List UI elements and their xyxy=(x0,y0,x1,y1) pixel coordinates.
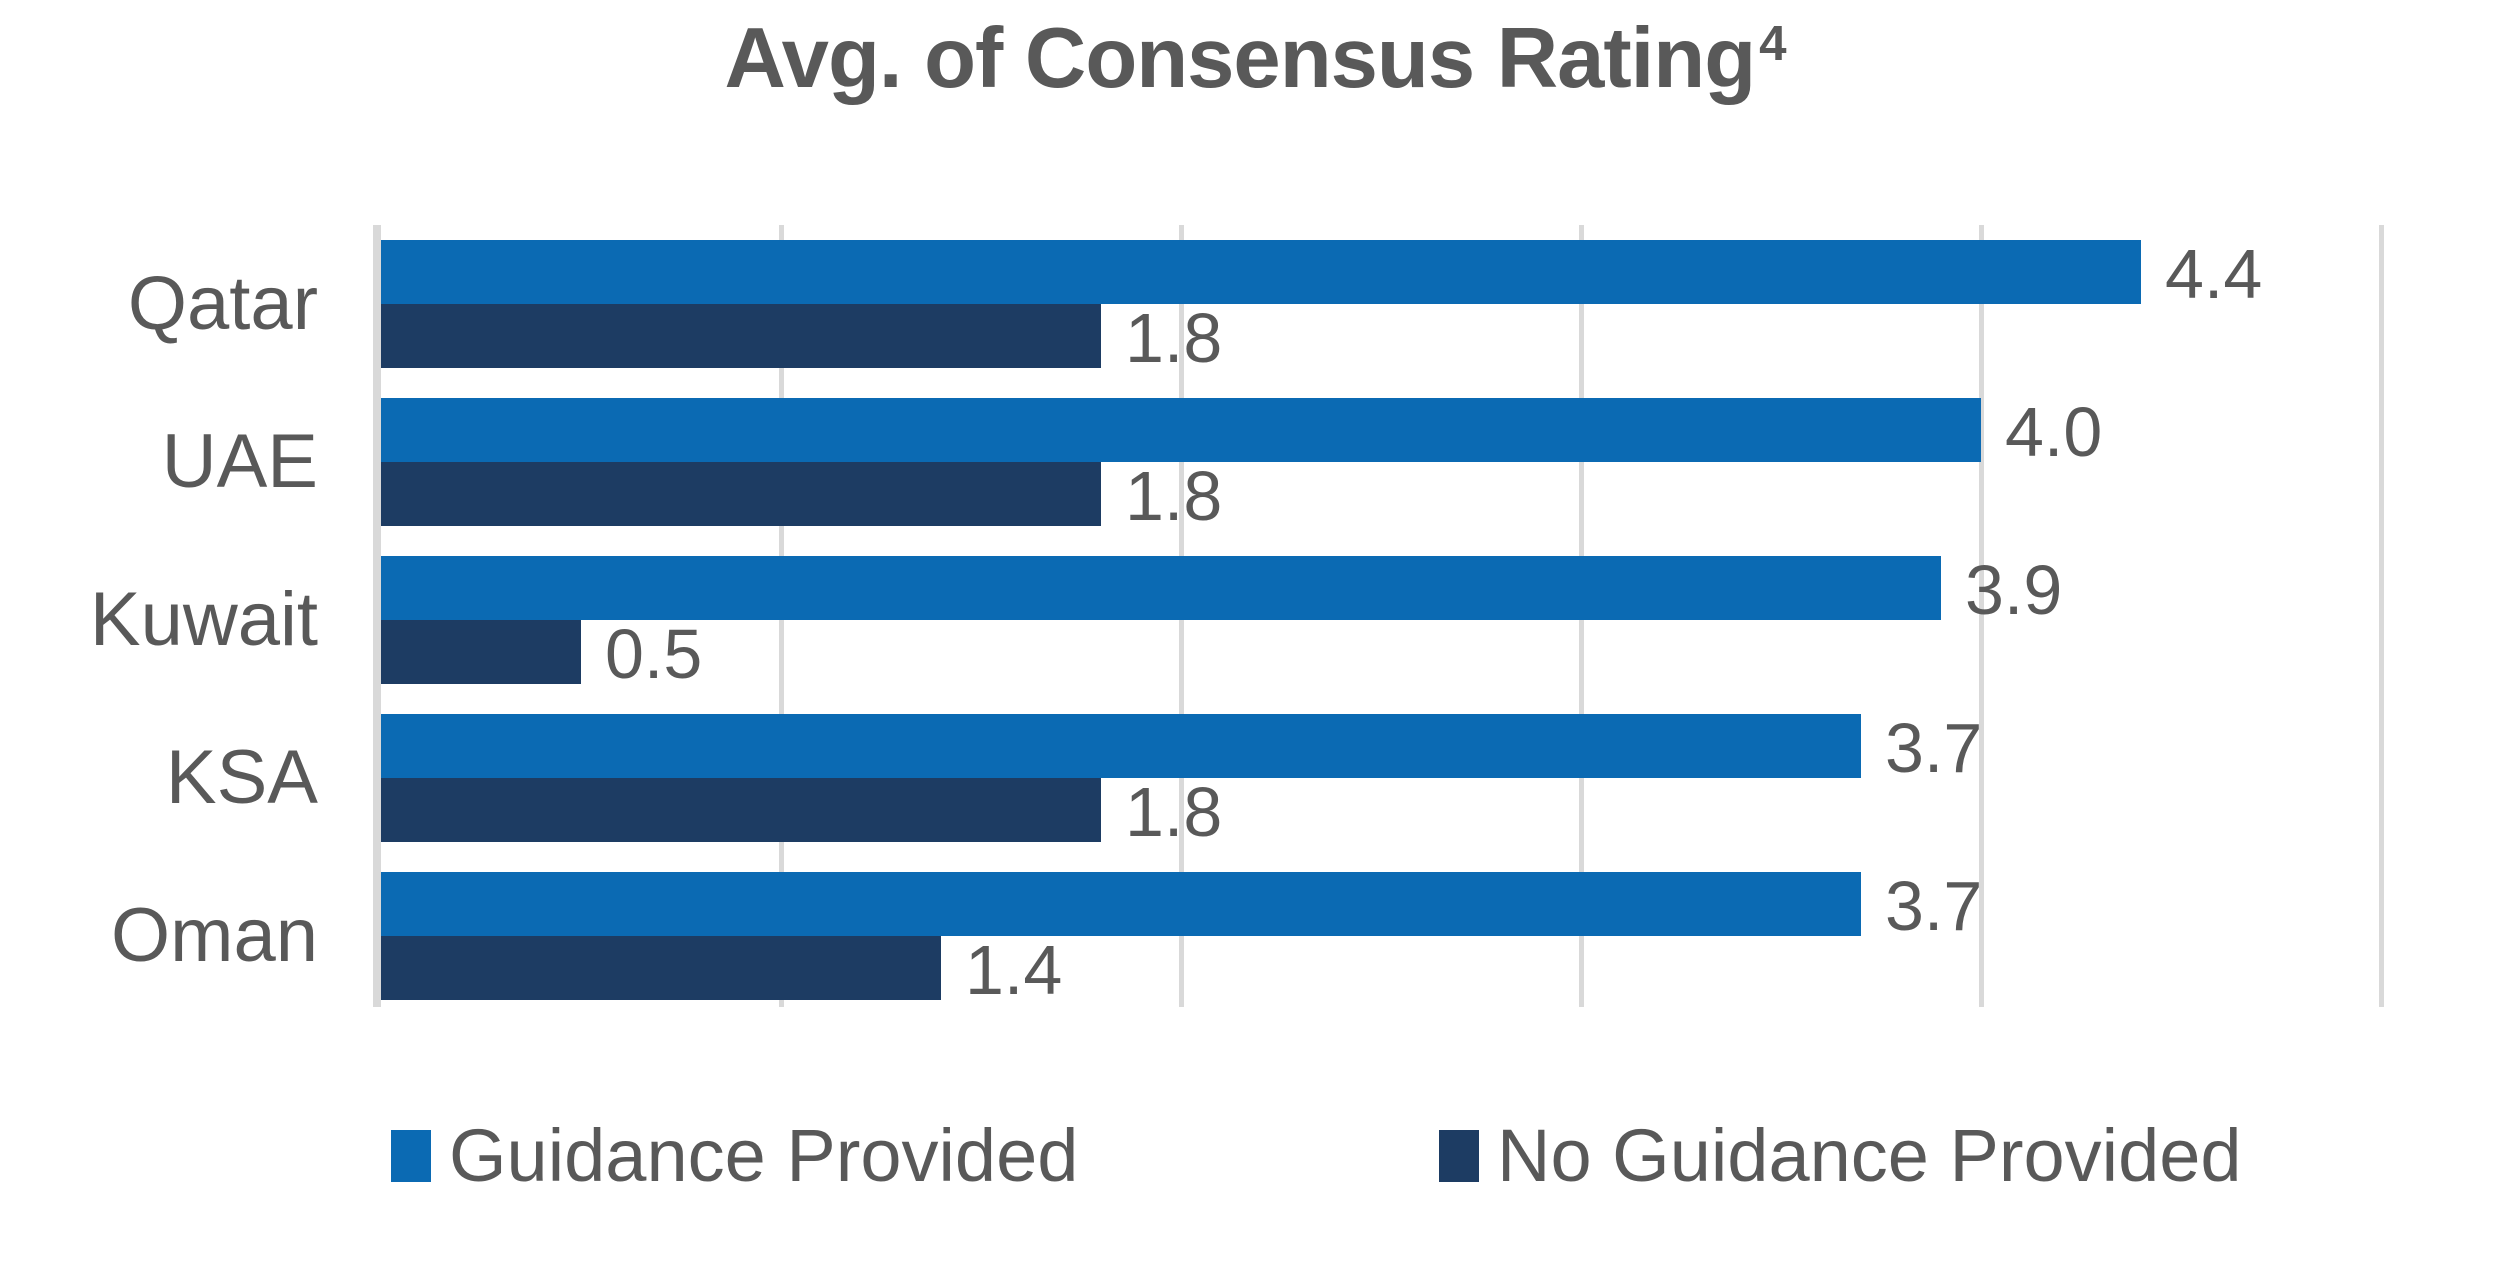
gridline-5 xyxy=(2379,225,2384,1007)
chart-title-text: Avg. of Consensus Rating xyxy=(724,11,1756,106)
value-label-oman-guidance_provided: 3.7 xyxy=(1885,867,1983,945)
chart-title-superscript: 4 xyxy=(1759,15,1786,71)
legend-entry-guidance-provided: Guidance Provided xyxy=(391,1118,1078,1194)
value-label-uae-no_guidance_provided: 1.8 xyxy=(1125,457,1223,535)
category-label-qatar: Qatar xyxy=(127,261,318,346)
legend-label-guidance-provided: Guidance Provided xyxy=(449,1114,1079,1197)
bar-group-qatar: 4.4 1.8 xyxy=(381,235,2381,377)
bar-ksa-no_guidance_provided xyxy=(381,778,1101,842)
value-label-qatar-no_guidance_provided: 1.8 xyxy=(1125,299,1223,377)
legend: Guidance Provided No Guidance Provided xyxy=(0,1118,2500,1198)
legend-swatch-no-guidance-provided-icon xyxy=(1439,1130,1479,1182)
legend-entry-no-guidance-provided: No Guidance Provided xyxy=(1439,1118,2242,1194)
value-label-uae-guidance_provided: 4.0 xyxy=(2005,393,2103,471)
chart-title: Avg. of Consensus Rating4 xyxy=(0,10,2500,108)
bar-qatar-guidance_provided xyxy=(381,240,2141,304)
legend-swatch-guidance-provided-icon xyxy=(391,1130,431,1182)
bar-uae-guidance_provided xyxy=(381,398,1981,462)
category-label-oman: Oman xyxy=(111,893,318,978)
value-label-ksa-no_guidance_provided: 1.8 xyxy=(1125,773,1223,851)
category-label-uae: UAE xyxy=(161,419,318,504)
bar-group-kuwait: 3.9 0.5 xyxy=(381,551,2381,693)
bar-ksa-guidance_provided xyxy=(381,714,1861,778)
bar-kuwait-no_guidance_provided xyxy=(381,620,581,684)
value-label-kuwait-guidance_provided: 3.9 xyxy=(1965,551,2063,629)
gridline-4 xyxy=(1979,225,1984,1007)
y-axis-line xyxy=(373,225,381,1007)
bar-oman-no_guidance_provided xyxy=(381,936,941,1000)
bar-group-uae: 4.0 1.8 xyxy=(381,393,2381,535)
bar-oman-guidance_provided xyxy=(381,872,1861,936)
category-label-kuwait: Kuwait xyxy=(89,577,318,662)
bar-uae-no_guidance_provided xyxy=(381,462,1101,526)
bar-group-oman: 3.7 1.4 xyxy=(381,867,2381,1009)
bar-kuwait-guidance_provided xyxy=(381,556,1941,620)
bar-qatar-no_guidance_provided xyxy=(381,304,1101,368)
category-label-ksa: KSA xyxy=(165,735,318,820)
legend-label-no-guidance-provided: No Guidance Provided xyxy=(1497,1114,2242,1197)
bar-group-ksa: 3.7 1.8 xyxy=(381,709,2381,851)
value-label-oman-no_guidance_provided: 1.4 xyxy=(965,931,1063,1009)
plot-area: 4.4 1.8 4.0 1.8 3.9 0.5 3.7 1.8 3.7 1.4 xyxy=(373,225,2384,1009)
value-label-kuwait-no_guidance_provided: 0.5 xyxy=(605,615,703,693)
value-label-ksa-guidance_provided: 3.7 xyxy=(1885,709,1983,787)
value-label-qatar-guidance_provided: 4.4 xyxy=(2165,235,2263,313)
